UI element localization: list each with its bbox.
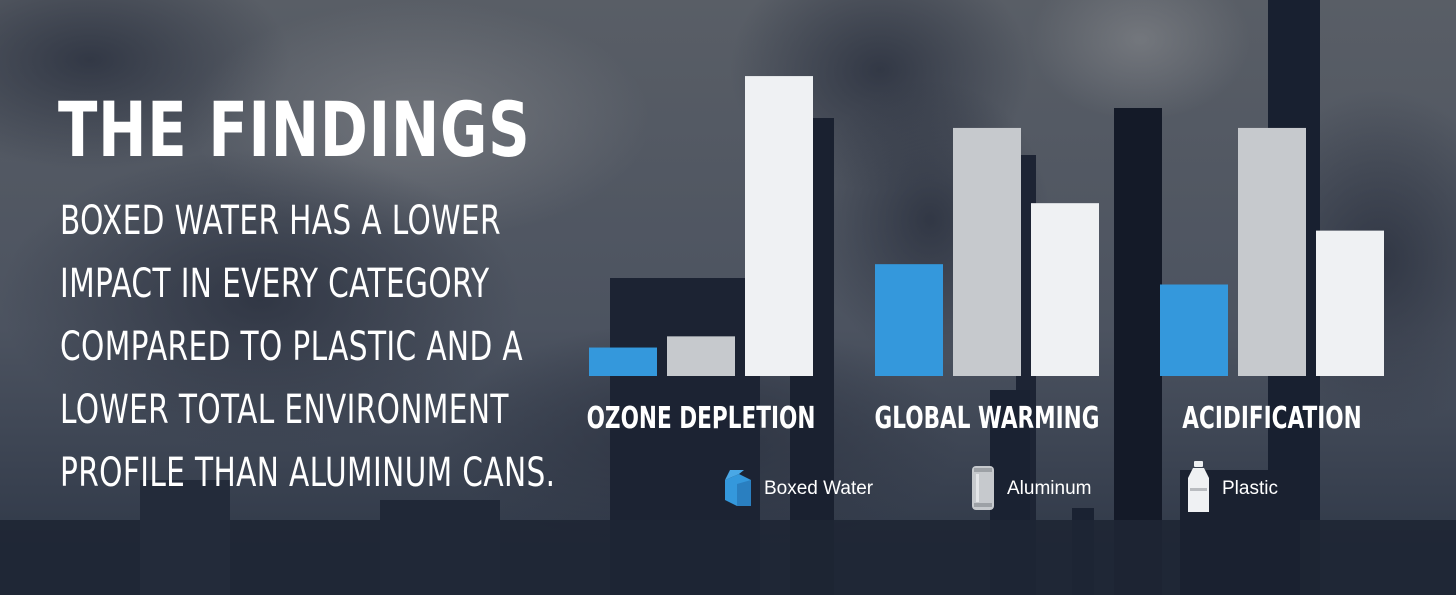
- legend-item-plastic: Plastic: [1188, 461, 1278, 512]
- carton-icon: [725, 470, 751, 506]
- bar-global-warming-plastic: [1031, 203, 1099, 376]
- legend-label-boxed-water: Boxed Water: [764, 478, 874, 499]
- legend-label-plastic: Plastic: [1222, 478, 1278, 499]
- legend-label-aluminum: Aluminum: [1007, 478, 1091, 499]
- category-label-global-warming: GLOBAL WARMING: [875, 402, 1100, 436]
- bar-global-warming-boxed-water: [875, 264, 943, 376]
- bar-ozone-depletion-plastic: [745, 76, 813, 376]
- bar-acidification-boxed-water: [1160, 284, 1228, 376]
- findings-description: BOXED WATER HAS A LOWER IMPACT IN EVERY …: [60, 198, 556, 496]
- legend-item-aluminum: Aluminum: [972, 466, 1091, 510]
- bars-layer: [589, 76, 1384, 376]
- can-icon: [972, 466, 994, 510]
- category-label-acidification: ACIDIFICATION: [1182, 402, 1361, 436]
- bar-global-warming-aluminum: [953, 127, 1021, 376]
- legend-item-boxed-water: Boxed Water: [725, 470, 874, 506]
- category-label-ozone-depletion: OZONE DEPLETION: [587, 402, 816, 436]
- category-labels: OZONE DEPLETION GLOBAL WARMING ACIDIFICATI…: [587, 402, 1362, 436]
- bottle-icon: [1188, 461, 1209, 512]
- bar-ozone-depletion-boxed-water: [589, 347, 657, 376]
- bar-acidification-plastic: [1316, 230, 1384, 376]
- bar-acidification-aluminum: [1238, 127, 1306, 376]
- bar-ozone-depletion-aluminum: [667, 336, 735, 376]
- chart-legend: Boxed Water Aluminum Plastic: [725, 461, 1278, 512]
- page-title: THE FINDINGS: [58, 85, 531, 174]
